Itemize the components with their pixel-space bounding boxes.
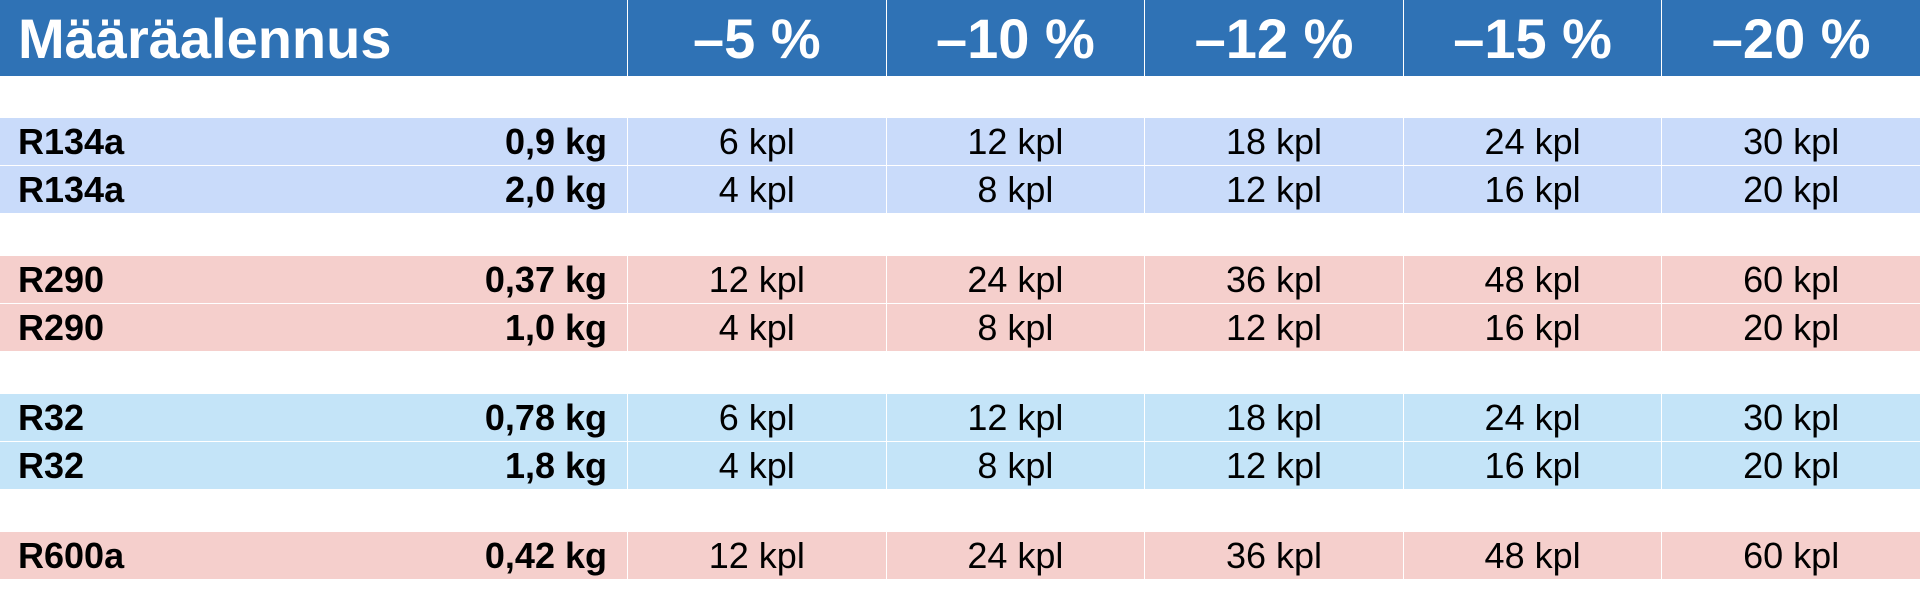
quantity: 6 kpl xyxy=(627,394,886,441)
quantity: 4 kpl xyxy=(627,304,886,351)
quantity: 36 kpl xyxy=(1144,256,1403,303)
quantity: 30 kpl xyxy=(1661,118,1920,165)
quantity: 12 kpl xyxy=(885,394,1145,441)
quantity: 12 kpl xyxy=(1144,166,1403,213)
quantity: 4 kpl xyxy=(627,166,886,213)
quantity: 12 kpl xyxy=(1144,304,1403,351)
refrigerant: R134a xyxy=(0,118,314,165)
quantity: 24 kpl xyxy=(1402,118,1662,165)
column-header: –20 % xyxy=(1661,0,1920,76)
refrigerant: R32 xyxy=(0,442,314,489)
weight: 0,78 kg xyxy=(313,394,627,441)
weight: 0,9 kg xyxy=(313,118,627,165)
quantity: 8 kpl xyxy=(885,304,1145,351)
quantity: 20 kpl xyxy=(1661,442,1920,489)
quantity: 48 kpl xyxy=(1402,256,1662,303)
quantity: 12 kpl xyxy=(885,118,1145,165)
header-title: Määräalennus xyxy=(0,0,627,76)
refrigerant: R290 xyxy=(0,256,314,303)
weight: 2,0 kg xyxy=(313,166,627,213)
quantity: 16 kpl xyxy=(1402,304,1662,351)
column-header: –12 % xyxy=(1144,0,1403,76)
quantity: 6 kpl xyxy=(627,118,886,165)
quantity: 20 kpl xyxy=(1661,166,1920,213)
refrigerant: R32 xyxy=(0,394,314,441)
quantity: 20 kpl xyxy=(1661,304,1920,351)
quantity: 16 kpl xyxy=(1402,442,1662,489)
quantity: 16 kpl xyxy=(1402,166,1662,213)
quantity: 60 kpl xyxy=(1661,532,1920,579)
quantity: 8 kpl xyxy=(885,166,1145,213)
quantity: 48 kpl xyxy=(1402,532,1662,579)
quantity: 24 kpl xyxy=(885,532,1145,579)
quantity: 12 kpl xyxy=(1144,442,1403,489)
quantity: 24 kpl xyxy=(1402,394,1662,441)
weight: 0,42 kg xyxy=(313,532,627,579)
weight: 0,37 kg xyxy=(313,256,627,303)
refrigerant: R600a xyxy=(0,532,314,579)
quantity: 18 kpl xyxy=(1144,394,1403,441)
weight: 1,8 kg xyxy=(313,442,627,489)
quantity: 60 kpl xyxy=(1661,256,1920,303)
quantity: 12 kpl xyxy=(627,256,886,303)
quantity: 30 kpl xyxy=(1661,394,1920,441)
refrigerant: R134a xyxy=(0,166,314,213)
quantity: 12 kpl xyxy=(627,532,886,579)
column-header: –15 % xyxy=(1402,0,1662,76)
weight: 1,0 kg xyxy=(313,304,627,351)
refrigerant: R290 xyxy=(0,304,314,351)
quantity: 8 kpl xyxy=(885,442,1145,489)
column-header: –5 % xyxy=(627,0,886,76)
quantity: 36 kpl xyxy=(1144,532,1403,579)
quantity: 18 kpl xyxy=(1144,118,1403,165)
column-header: –10 % xyxy=(885,0,1145,76)
quantity: 24 kpl xyxy=(885,256,1145,303)
quantity: 4 kpl xyxy=(627,442,886,489)
